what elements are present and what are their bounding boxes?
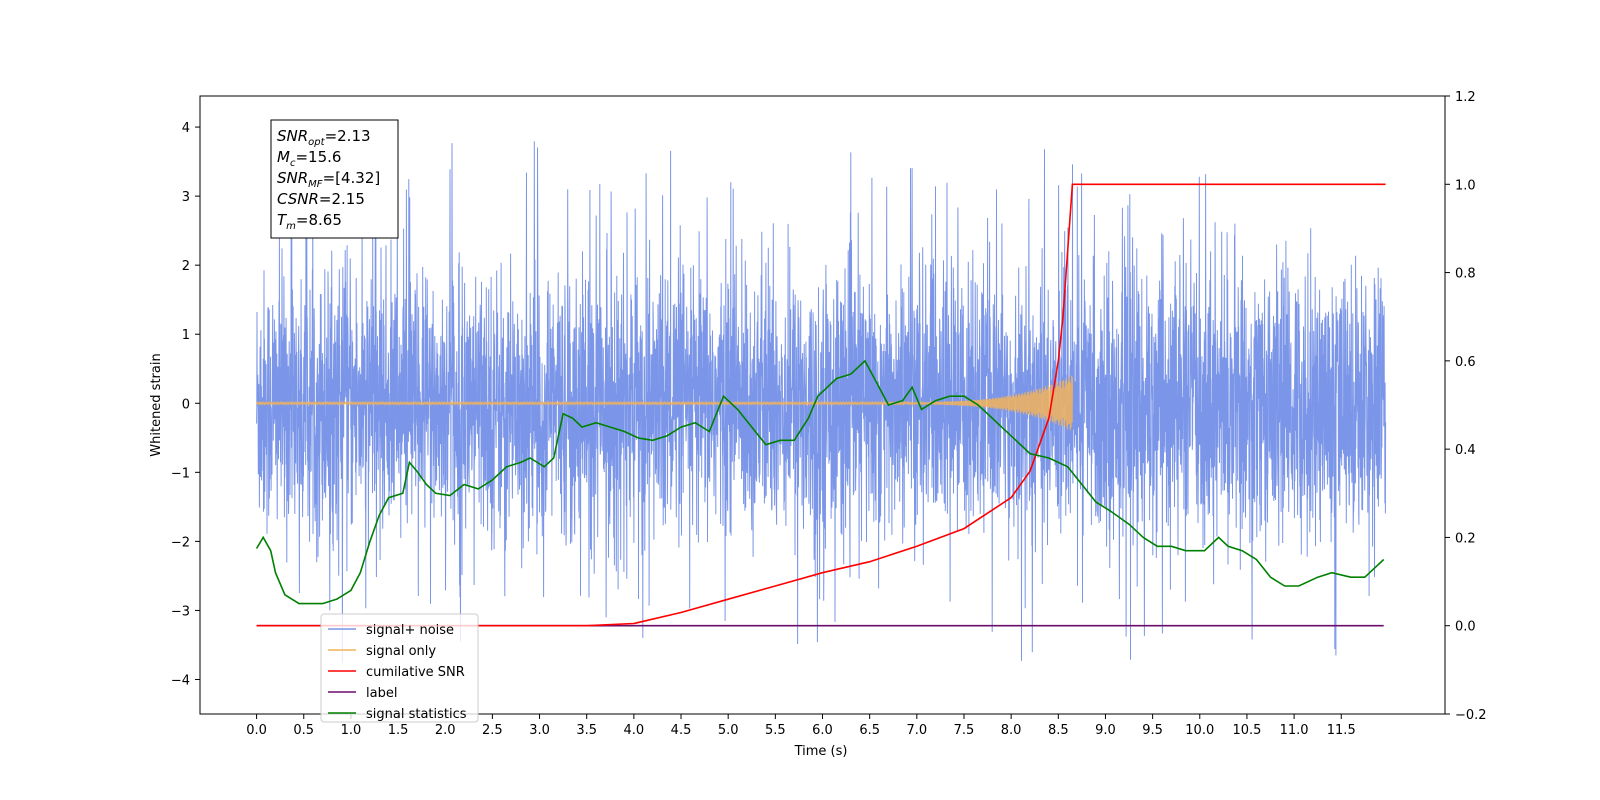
legend-entry: cumilative SNR xyxy=(366,665,465,680)
y-tick-label-left: 2 xyxy=(182,259,190,274)
y-tick-label-left: 3 xyxy=(182,190,190,205)
x-tick-label: 7.0 xyxy=(906,723,927,738)
y-tick-label-left: −3 xyxy=(171,604,190,619)
legend-entry: signal only xyxy=(366,644,436,659)
y-tick-label-right: 0.8 xyxy=(1455,267,1476,282)
y-tick-label-left: 4 xyxy=(182,121,190,136)
annotation-line: CSNR=2.15 xyxy=(277,190,365,208)
y-axis-right: 1.2 1.0 0.8 0.6 0.4 0.2 0.0 −0.2 xyxy=(1445,90,1487,723)
y-axis-label-left: Whitened strain xyxy=(149,353,164,456)
y-tick-label-left: 0 xyxy=(182,397,190,412)
x-tick-label: 8.5 xyxy=(1048,723,1069,738)
y-tick-label-right: 0.4 xyxy=(1455,443,1476,458)
series-signal-noise-line xyxy=(256,141,1387,664)
x-tick-label: 10.0 xyxy=(1185,723,1214,738)
x-tick-label: 0.5 xyxy=(293,723,314,738)
y-tick-label-right: 0.2 xyxy=(1455,531,1476,546)
x-tick-label: 10.5 xyxy=(1232,723,1261,738)
x-tick-label: 9.0 xyxy=(1095,723,1116,738)
x-tick-label: 2.5 xyxy=(482,723,503,738)
y-tick-label-left: 1 xyxy=(182,328,190,343)
y-tick-label-left: −1 xyxy=(171,466,190,481)
legend: signal+ noise signal only cumilative SNR la… xyxy=(320,613,479,723)
x-tick-label: 0.0 xyxy=(246,723,267,738)
annotation-line: SNRMF=[4.32] xyxy=(277,169,380,190)
x-tick-label: 5.5 xyxy=(765,723,786,738)
y-tick-label-left: −2 xyxy=(171,535,190,550)
y-tick-label-right: 0.0 xyxy=(1455,620,1476,635)
x-tick-label: 1.5 xyxy=(388,723,409,738)
y-tick-label-right: −0.2 xyxy=(1455,708,1487,723)
legend-entry: signal statistics xyxy=(366,707,467,722)
x-tick-label: 11.0 xyxy=(1280,723,1309,738)
series-signal-statistics-line xyxy=(255,359,1385,605)
x-tick-label: 9.5 xyxy=(1142,723,1163,738)
x-tick-label: 2.0 xyxy=(435,723,456,738)
y-axis-left: 4 3 2 1 0 −1 −2 −3 −4 xyxy=(171,121,200,688)
series-cumulative-snr-line xyxy=(256,183,1386,627)
annotation-line: SNRopt=2.13 xyxy=(277,127,371,148)
x-tick-label: 6.5 xyxy=(859,723,880,738)
x-tick-label: 11.5 xyxy=(1327,723,1356,738)
legend-entry: signal+ noise xyxy=(366,623,454,638)
x-tick-label: 7.5 xyxy=(954,723,975,738)
legend-entry: label xyxy=(366,686,397,701)
y-tick-label-right: 0.6 xyxy=(1455,355,1476,370)
x-tick-label: 8.0 xyxy=(1001,723,1022,738)
x-tick-label: 1.0 xyxy=(341,723,362,738)
y-tick-label-right: 1.2 xyxy=(1455,90,1476,105)
x-axis: 0.0 0.5 1.0 1.5 2.0 2.5 3.0 3.5 4.0 4.5 5.0 5.5 6.0 6… xyxy=(246,714,1356,738)
series-signal-only-line xyxy=(256,375,1073,431)
x-tick-label: 4.5 xyxy=(671,723,692,738)
x-tick-label: 3.0 xyxy=(529,723,550,738)
x-tick-label: 5.0 xyxy=(718,723,739,738)
x-axis-label: Time (s) xyxy=(794,744,848,759)
x-tick-label: 6.0 xyxy=(812,723,833,738)
annotation-line: Mc=15.6 xyxy=(277,148,341,169)
y-tick-label-right: 1.0 xyxy=(1455,178,1476,193)
x-tick-label: 4.0 xyxy=(624,723,645,738)
y-tick-label-left: −4 xyxy=(171,673,190,688)
annotation-line: Tm=8.65 xyxy=(277,211,342,232)
x-tick-label: 3.5 xyxy=(576,723,597,738)
